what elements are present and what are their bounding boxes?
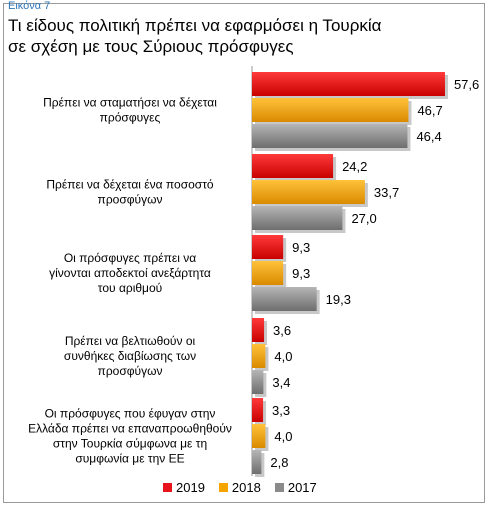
- bar-2019-0: [252, 72, 445, 96]
- data-label: 24,2: [342, 159, 367, 174]
- bar-2017-1: [252, 206, 343, 230]
- chart-title-line-2: σε σχέση με τους Σύριους πρόσφυγες: [8, 37, 294, 56]
- data-label: 27,0: [351, 211, 376, 226]
- bar-2017-4: [252, 450, 262, 474]
- bar-2017-0: [252, 124, 408, 148]
- data-label: 3,3: [272, 403, 290, 418]
- category-label: προσφύγων: [98, 193, 163, 207]
- legend-swatch-2017: [274, 483, 284, 492]
- category-label: Οι πρόσφυγες πρέπει να: [64, 251, 196, 265]
- bar-2019-1: [252, 154, 334, 178]
- data-label: 4,0: [274, 349, 292, 364]
- legend-label-2018: 2018: [231, 480, 261, 495]
- legend-item-2019: 2019: [163, 480, 205, 495]
- bar-2018-2: [252, 261, 284, 285]
- data-label: 57,6: [454, 77, 479, 92]
- figure-label: Εικόνα 7: [8, 0, 51, 12]
- bar-2018-3: [252, 344, 266, 368]
- legend-item-2017: 2017: [274, 480, 317, 495]
- category-label: του αριθμού: [98, 281, 162, 295]
- category-label: συμφωνία με την ΕΕ: [75, 452, 184, 466]
- legend-swatch-2019: [163, 483, 172, 492]
- bar-2019-4: [252, 398, 264, 422]
- chart-frame: [3, 3, 485, 503]
- category-label: πρόσφυγες: [100, 111, 161, 125]
- bar-2018-4: [252, 424, 266, 448]
- data-label: 3,4: [272, 375, 290, 390]
- data-label: 46,7: [417, 103, 442, 118]
- data-label: 2,8: [270, 455, 288, 470]
- bar-2018-1: [252, 180, 365, 204]
- bar-2017-2: [252, 287, 317, 311]
- category-label: προσφύγων: [98, 364, 163, 378]
- data-label: 3,6: [273, 323, 291, 338]
- data-label: 9,3: [292, 240, 310, 255]
- category-label: Πρέπει να δέχεται ένα ποσοστό: [46, 178, 214, 192]
- data-label: 33,7: [374, 185, 399, 200]
- category-label: Ελλάδα πρέπει να επαναπροωθηθούν: [28, 422, 232, 436]
- category-label: Οι πρόσφυγες που έφυγαν στην: [45, 407, 216, 421]
- legend-swatch-2018: [218, 483, 228, 492]
- bar-2017-3: [252, 370, 264, 394]
- bar-2019-2: [252, 235, 284, 259]
- category-label: Πρέπει να σταματήσει να δέχεται: [43, 96, 217, 110]
- category-label: γίνονται αποδεκτοί ανεξάρτητα: [49, 266, 211, 280]
- chart-title: Τι είδους πολιτική πρέπει να εφαρμόσει η…: [8, 15, 478, 57]
- legend-label-2019: 2019: [176, 480, 205, 495]
- legend: 2019 2018 2017: [163, 480, 331, 495]
- bar-2018-0: [252, 98, 409, 122]
- legend-label-2017: 2017: [287, 480, 317, 495]
- chart-title-line-1: Τι είδους πολιτική πρέπει να εφαρμόσει η…: [8, 16, 382, 35]
- data-label: 9,3: [292, 266, 310, 281]
- category-label: στην Τουρκία σύμφωνα με τη: [53, 437, 207, 451]
- category-label: συνθήκες διαβίωσης των: [64, 349, 196, 363]
- data-label: 19,3: [326, 292, 351, 307]
- data-label: 4,0: [274, 429, 292, 444]
- category-label: Πρέπει να βελτιωθούν οι: [65, 334, 196, 348]
- bar-2019-3: [252, 318, 265, 342]
- legend-item-2018: 2018: [218, 480, 261, 495]
- data-label: 46,4: [416, 129, 441, 144]
